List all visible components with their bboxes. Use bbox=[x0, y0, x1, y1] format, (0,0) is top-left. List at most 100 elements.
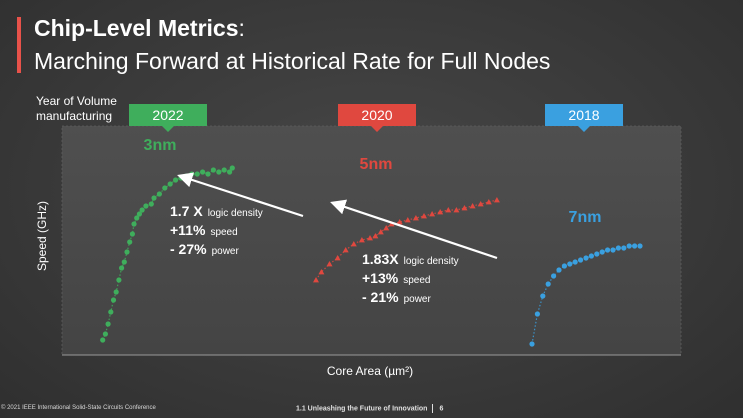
annotation-power-value: - 21% bbox=[362, 289, 399, 305]
data-point-5nm bbox=[372, 233, 379, 239]
data-point-3nm bbox=[173, 177, 179, 183]
data-point-3nm bbox=[110, 297, 117, 303]
data-point-7nm bbox=[578, 257, 584, 263]
annotation-layer: 1.7 X logic density +11% speed - 27% power 1.8… bbox=[170, 203, 459, 305]
data-point-5nm bbox=[326, 261, 333, 267]
slide-title-bold: Chip-Level Metrics bbox=[34, 15, 239, 41]
data-point-5nm bbox=[477, 201, 484, 207]
data-point-3nm bbox=[108, 309, 114, 315]
footer-separator bbox=[432, 404, 434, 413]
year-tab-2020: 2020 bbox=[338, 104, 416, 132]
data-point-5nm bbox=[367, 235, 373, 241]
year-tab-2022: 2022 bbox=[129, 104, 207, 132]
annotation-power-value: - 27% bbox=[170, 241, 207, 257]
data-point-3nm bbox=[156, 191, 162, 197]
data-point-5nm bbox=[358, 237, 365, 243]
slide-subtitle: Marching Forward at Historical Rate for … bbox=[34, 48, 551, 74]
annotation-speed-line: +11% speed bbox=[170, 222, 238, 238]
data-point-7nm bbox=[599, 249, 605, 255]
year-label-line1: Year of Volume bbox=[36, 94, 117, 108]
data-point-3nm bbox=[205, 171, 211, 177]
data-point-5nm bbox=[485, 199, 492, 205]
data-point-7nm bbox=[594, 251, 600, 257]
year-tab-shape bbox=[338, 104, 416, 132]
data-point-5nm bbox=[350, 241, 357, 247]
data-point-3nm bbox=[136, 211, 143, 217]
data-point-7nm bbox=[556, 267, 562, 273]
annotation-speed-suffix: speed bbox=[210, 227, 237, 238]
year-tab-label: 2018 bbox=[568, 107, 599, 123]
slide-title-colon: : bbox=[238, 15, 245, 41]
data-point-7nm bbox=[605, 247, 611, 253]
data-point-3nm bbox=[167, 181, 173, 187]
data-point-7nm bbox=[534, 311, 541, 317]
annotation-1: 1.7 X logic density +11% speed - 27% power bbox=[170, 203, 263, 257]
data-point-5nm bbox=[313, 277, 319, 283]
year-tab-label: 2022 bbox=[152, 107, 183, 123]
annotation-density-value: 1.7 X bbox=[170, 203, 203, 219]
data-point-5nm bbox=[437, 209, 444, 215]
data-point-5nm bbox=[469, 203, 476, 209]
data-point-3nm bbox=[194, 171, 200, 177]
data-point-3nm bbox=[124, 249, 130, 255]
node-label-5nm: 5nm bbox=[360, 156, 393, 173]
data-point-3nm bbox=[105, 321, 111, 327]
title-accent-bar bbox=[17, 17, 21, 73]
data-point-7nm bbox=[540, 293, 546, 299]
data-point-5nm bbox=[383, 225, 390, 231]
data-point-5nm bbox=[342, 247, 349, 253]
annotation-density-suffix: logic density bbox=[208, 208, 263, 219]
data-point-7nm bbox=[632, 243, 638, 249]
year-tab-label: 2020 bbox=[361, 107, 392, 123]
data-point-3nm bbox=[200, 169, 206, 175]
footer-session-title: 1.1 Unleashing the Future of Innovation bbox=[296, 405, 428, 413]
slide-title: Chip-Level Metrics: bbox=[34, 14, 245, 42]
data-point-7nm bbox=[615, 245, 622, 251]
plot-area bbox=[61, 125, 682, 356]
data-point-7nm bbox=[637, 243, 643, 249]
annotation-power-line: - 21% power bbox=[362, 289, 431, 305]
footer-session: 1.1 Unleashing the Future of Innovation 6 bbox=[296, 404, 443, 413]
data-point-3nm bbox=[162, 185, 168, 191]
improvement-arrow-1 bbox=[177, 172, 304, 218]
data-point-3nm bbox=[121, 259, 127, 265]
data-point-5nm bbox=[445, 207, 452, 213]
node-label-7nm: 7nm bbox=[569, 209, 602, 226]
data-point-7nm bbox=[551, 273, 557, 279]
annotation-speed-line: +13% speed bbox=[362, 270, 430, 286]
data-point-3nm bbox=[139, 207, 145, 213]
annotation-power-suffix: power bbox=[404, 294, 432, 305]
data-point-5nm bbox=[318, 269, 325, 275]
data-point-5nm bbox=[377, 229, 384, 235]
data-point-5nm bbox=[334, 255, 341, 261]
year-tab-2018: 2018 bbox=[545, 104, 623, 132]
data-point-3nm bbox=[151, 195, 157, 201]
data-point-7nm bbox=[567, 261, 573, 267]
data-point-3nm bbox=[113, 289, 119, 295]
annotation-power-suffix: power bbox=[212, 246, 240, 257]
data-point-3nm bbox=[227, 169, 233, 175]
series-layer: 3nm 2022 5nm 2020 7nm 2018 bbox=[100, 104, 643, 347]
data-point-7nm bbox=[626, 243, 632, 249]
data-point-7nm bbox=[610, 247, 616, 253]
data-point-7nm bbox=[561, 263, 568, 269]
y-axis-label: Speed (GHz) bbox=[35, 201, 49, 271]
data-point-7nm bbox=[588, 253, 595, 259]
data-point-3nm bbox=[127, 239, 133, 245]
year-label-line2: manufacturing bbox=[36, 109, 113, 123]
data-point-3nm bbox=[143, 203, 149, 209]
data-point-5nm bbox=[461, 205, 468, 211]
annotation-density-line: 1.7 X logic density bbox=[170, 203, 263, 219]
annotation-density-value: 1.83X bbox=[362, 251, 399, 267]
data-point-7nm bbox=[529, 341, 535, 347]
data-point-5nm bbox=[412, 215, 419, 221]
data-point-3nm bbox=[102, 331, 108, 337]
data-point-3nm bbox=[229, 165, 235, 171]
data-point-7nm bbox=[572, 259, 578, 265]
data-point-3nm bbox=[148, 201, 154, 207]
data-point-7nm bbox=[545, 281, 551, 287]
data-point-5nm bbox=[404, 217, 411, 223]
data-point-3nm bbox=[119, 265, 125, 271]
data-point-3nm bbox=[116, 277, 122, 283]
